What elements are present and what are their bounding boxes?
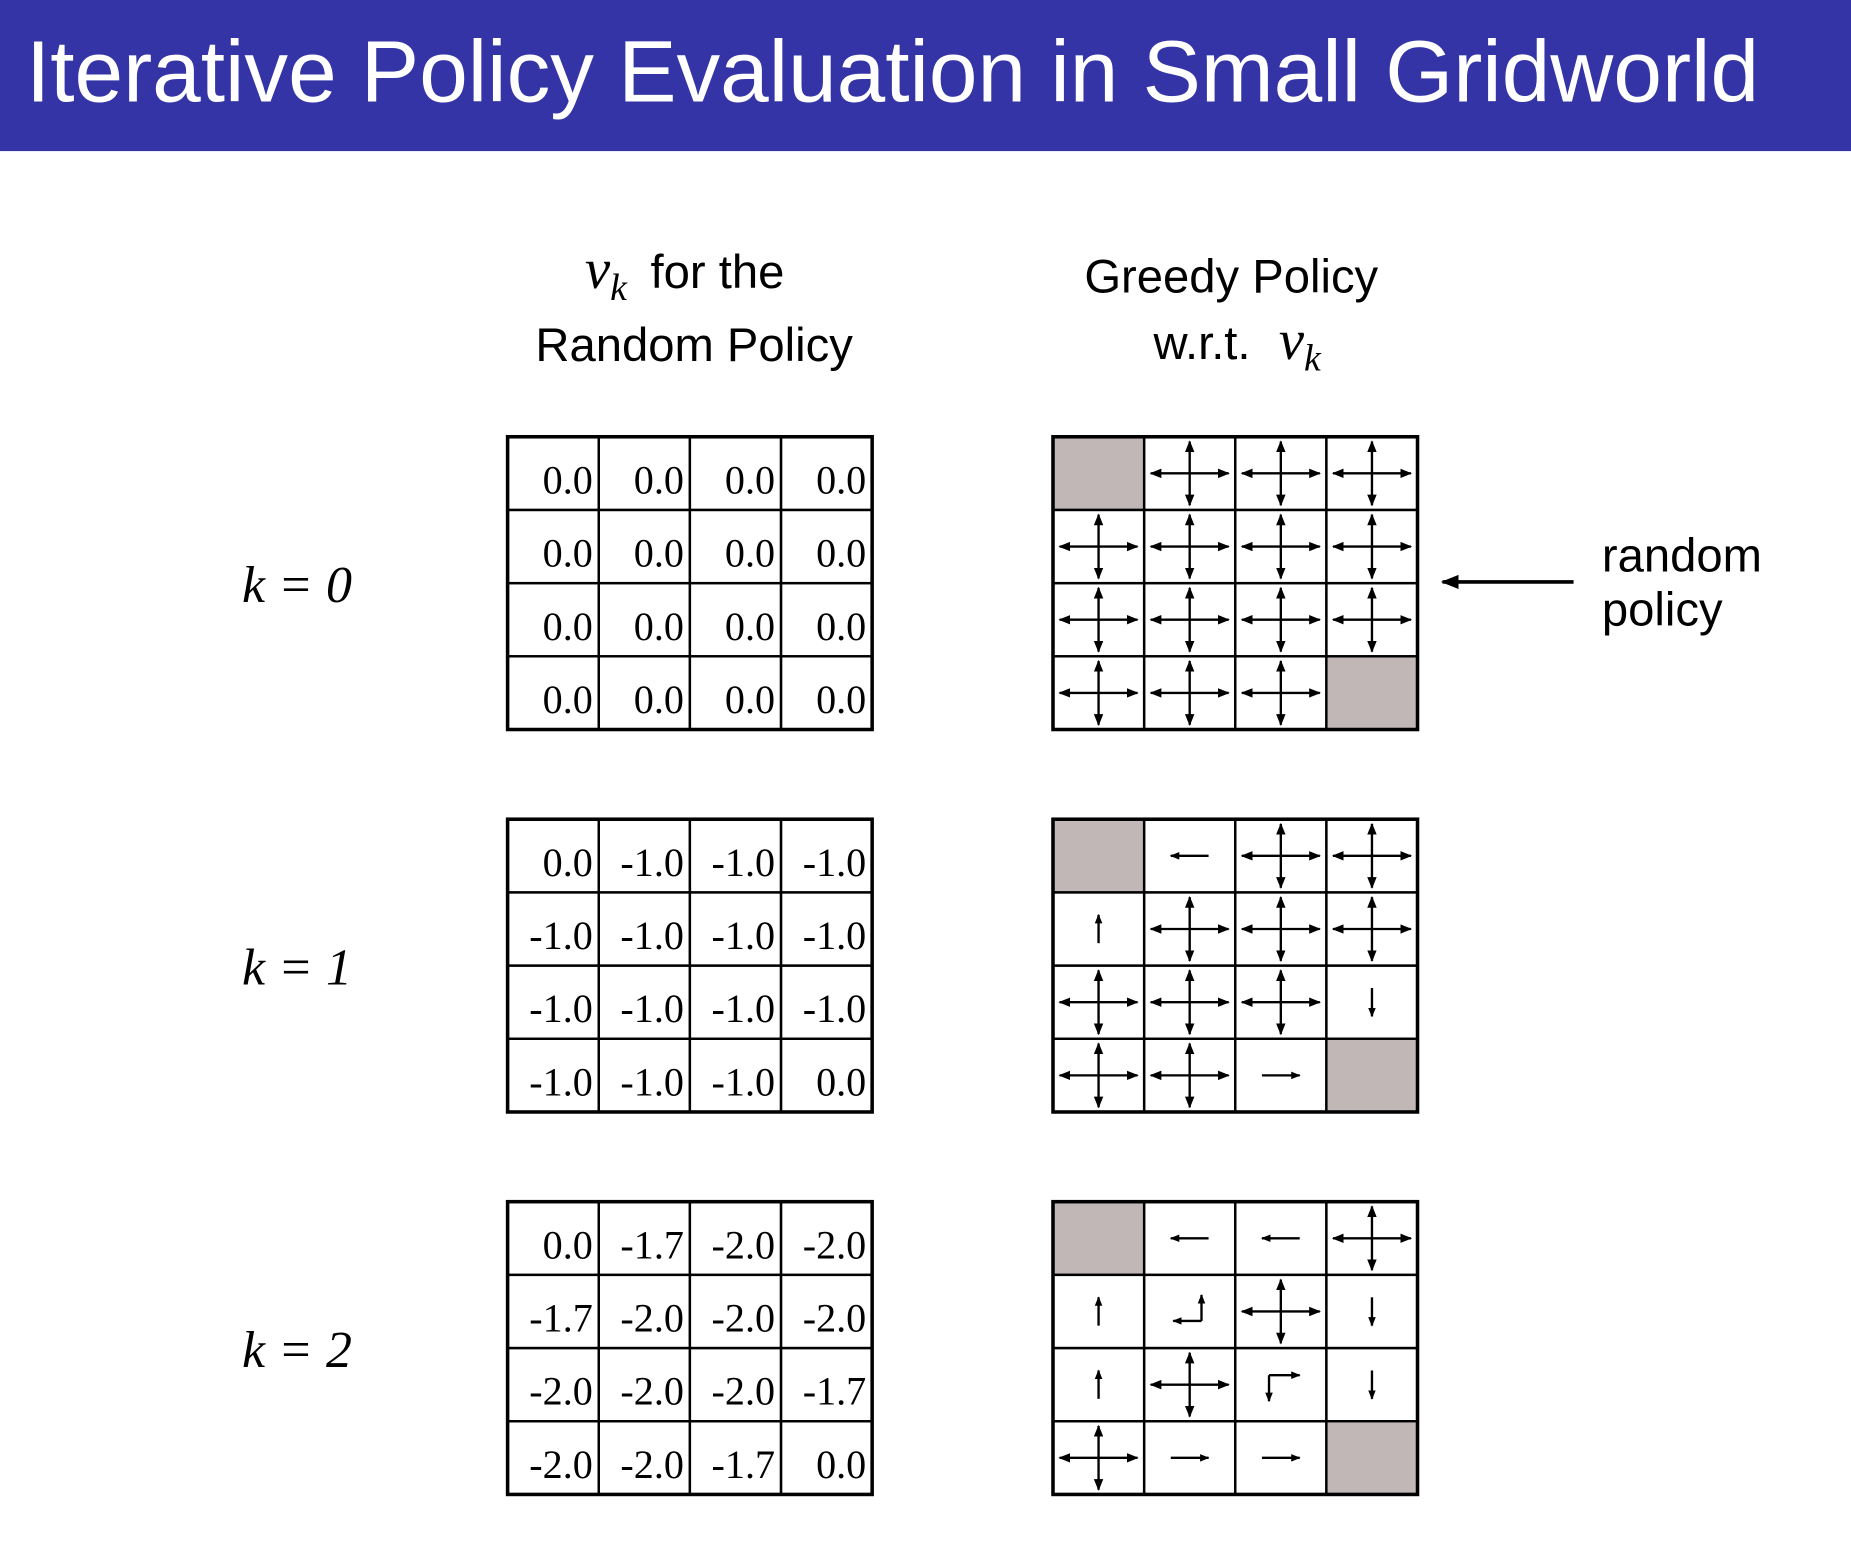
value-header-line2: Random Policy bbox=[535, 319, 853, 372]
title-bar bbox=[0, 0, 1851, 152]
symbol: v bbox=[585, 239, 611, 301]
subscript: k bbox=[1304, 338, 1322, 380]
row-label: k = 0 bbox=[242, 557, 352, 614]
value-header: vk for the bbox=[585, 239, 784, 309]
cell-value: 0.0 bbox=[543, 1222, 593, 1267]
grids: k = 0 0.0 0.0 0.0 0.0 0.0 0.0 0.0 0.0 0.0 0.0 0.0 0.… bbox=[242, 434, 1420, 1497]
grid-border bbox=[505, 817, 874, 1114]
cell-value: -1.7 bbox=[529, 1296, 593, 1341]
cell-value: 0.0 bbox=[543, 840, 593, 885]
terminal-cell bbox=[1051, 818, 1146, 894]
cell-value: 0.0 bbox=[725, 457, 775, 502]
policy-cell bbox=[1234, 1346, 1328, 1423]
cell-value: 0.0 bbox=[816, 1442, 866, 1487]
grid-border bbox=[1051, 817, 1420, 1114]
annotation-line: policy bbox=[1602, 584, 1723, 637]
annotation-line: random bbox=[1602, 529, 1762, 582]
cell-value: -1.0 bbox=[712, 1059, 776, 1104]
cell-value: -2.0 bbox=[712, 1222, 776, 1267]
policy-header-line1: Greedy Policy bbox=[1084, 251, 1378, 304]
row-label: k = 2 bbox=[242, 1322, 352, 1379]
cell-value: -1.0 bbox=[712, 986, 776, 1031]
cell-value: 0.0 bbox=[725, 604, 775, 649]
cell-value: 0.0 bbox=[816, 531, 866, 576]
header-text: for the bbox=[651, 246, 785, 299]
cell-value: -1.7 bbox=[620, 1222, 684, 1267]
cell-value: -1.0 bbox=[620, 986, 684, 1031]
cell-value: -2.0 bbox=[712, 1369, 776, 1414]
cell-value: -2.0 bbox=[712, 1296, 776, 1341]
cell-value: 0.0 bbox=[725, 531, 775, 576]
cell-value: -1.0 bbox=[620, 1059, 684, 1104]
cell-value: -1.0 bbox=[803, 986, 867, 1031]
cell-value: 0.0 bbox=[816, 677, 866, 722]
slide-title: Iterative Policy Evaluation in Small Gri… bbox=[26, 23, 1759, 121]
cell-value: 0.0 bbox=[634, 604, 684, 649]
cell-value: -2.0 bbox=[620, 1442, 684, 1487]
cell-value: -1.7 bbox=[712, 1442, 776, 1487]
grid-border bbox=[505, 1199, 874, 1497]
symbol: v bbox=[1279, 310, 1305, 372]
cell-value: 0.0 bbox=[816, 457, 866, 502]
terminal-cell bbox=[1051, 435, 1146, 512]
cell-value: -2.0 bbox=[803, 1222, 867, 1267]
subscript: k bbox=[610, 267, 628, 309]
cell-value: 0.0 bbox=[725, 677, 775, 722]
cell-value: -1.0 bbox=[620, 913, 684, 958]
cell-value: 0.0 bbox=[816, 604, 866, 649]
cell-value: -2.0 bbox=[620, 1296, 684, 1341]
terminal-cell bbox=[1325, 1420, 1419, 1496]
row-label: k = 1 bbox=[242, 939, 352, 996]
header-text: w.r.t. bbox=[1152, 317, 1250, 370]
cell-value: 0.0 bbox=[634, 677, 684, 722]
cell-value: -1.0 bbox=[712, 913, 776, 958]
terminal-cell bbox=[1051, 1200, 1146, 1277]
cell-value: -2.0 bbox=[620, 1369, 684, 1414]
cell-value: 0.0 bbox=[634, 457, 684, 502]
cell-value: 0.0 bbox=[543, 677, 593, 722]
cell-value: 0.0 bbox=[543, 457, 593, 502]
grid-border bbox=[1051, 1199, 1420, 1497]
cell-value: -2.0 bbox=[529, 1442, 593, 1487]
cell-value: -1.0 bbox=[529, 986, 593, 1031]
cell-value: -1.0 bbox=[803, 913, 867, 958]
grid-border bbox=[1051, 434, 1420, 732]
cell-value: 0.0 bbox=[634, 531, 684, 576]
cell-value: -1.0 bbox=[712, 840, 776, 885]
cell-value: -1.0 bbox=[803, 840, 867, 885]
cell-value: -1.0 bbox=[620, 840, 684, 885]
cell-value: -1.7 bbox=[803, 1369, 867, 1414]
cell-value: 0.0 bbox=[816, 1059, 866, 1104]
cell-value: 0.0 bbox=[543, 604, 593, 649]
cell-value: -1.0 bbox=[529, 1059, 593, 1104]
grid-border bbox=[505, 434, 874, 732]
policy-cell bbox=[1142, 1273, 1237, 1350]
terminal-cell bbox=[1325, 655, 1419, 731]
terminal-cell bbox=[1325, 1037, 1419, 1114]
cell-value: -2.0 bbox=[529, 1369, 593, 1414]
cell-value: -1.0 bbox=[529, 913, 593, 958]
cell-value: 0.0 bbox=[543, 531, 593, 576]
policy-header-line2: w.r.t. vk bbox=[1152, 310, 1322, 380]
cell-value: -2.0 bbox=[803, 1296, 867, 1341]
